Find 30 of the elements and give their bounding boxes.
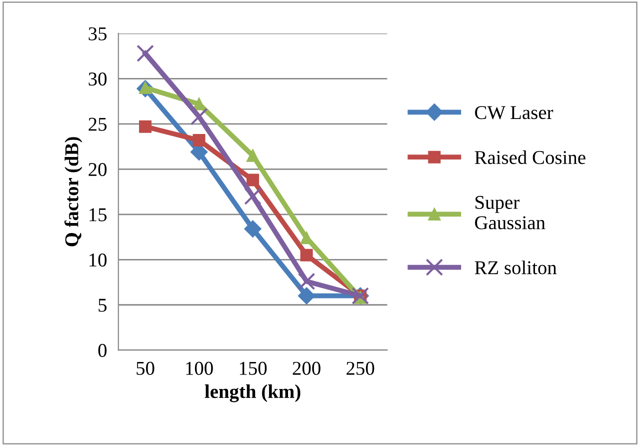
legend-label: RZ soliton	[474, 260, 557, 274]
point	[244, 188, 262, 205]
y-tick-label: 30	[88, 72, 107, 86]
point	[192, 134, 206, 146]
y-tick-label: 20	[88, 162, 107, 176]
point	[136, 44, 154, 62]
y-tick-label: 15	[90, 208, 107, 222]
legend-label: Raised Cosine	[474, 150, 586, 164]
x-axis-title: length (km)	[204, 384, 300, 402]
point	[139, 120, 152, 133]
point	[298, 287, 316, 304]
point	[246, 149, 260, 162]
legend-label: CW Laser	[475, 106, 554, 120]
x-tick-label: 150	[240, 362, 267, 375]
x-tick-label: 200	[292, 362, 320, 375]
y-tick-label: 0	[98, 344, 107, 358]
y-tick-label: 5	[98, 298, 107, 312]
y-tick-label: 25	[88, 118, 107, 131]
x-tick-label: 50	[136, 362, 154, 375]
point	[244, 220, 262, 238]
x-tick-label: 250	[346, 362, 374, 375]
legend-label: Super Gaussian	[475, 196, 546, 230]
point	[190, 108, 208, 126]
y-axis-title: Q factor (dB)	[64, 137, 82, 246]
x-tick-label: 100	[186, 362, 213, 375]
point	[246, 174, 260, 186]
y-tick-label: 10	[90, 253, 107, 267]
point	[300, 248, 313, 262]
y-tick-label: 35	[88, 27, 107, 40]
point	[298, 272, 316, 290]
